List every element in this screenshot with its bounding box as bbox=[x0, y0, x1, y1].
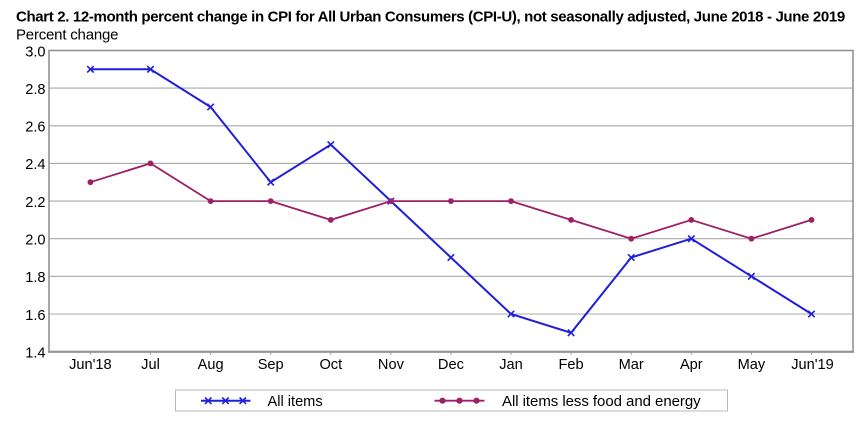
svg-text:2.0: 2.0 bbox=[25, 233, 45, 249]
svg-text:Sep: Sep bbox=[258, 357, 284, 373]
svg-text:1.6: 1.6 bbox=[25, 308, 45, 324]
svg-text:Percent change: Percent change bbox=[16, 27, 118, 44]
svg-text:May: May bbox=[738, 357, 766, 373]
svg-text:Aug: Aug bbox=[198, 357, 224, 373]
svg-text:Apr: Apr bbox=[680, 357, 703, 373]
svg-text:All items less food and energy: All items less food and energy bbox=[502, 393, 701, 410]
svg-text:Oct: Oct bbox=[319, 357, 342, 373]
svg-text:Jun'18: Jun'18 bbox=[69, 357, 112, 373]
svg-text:Jul: Jul bbox=[141, 357, 160, 373]
svg-text:2.2: 2.2 bbox=[25, 195, 45, 211]
svg-text:Dec: Dec bbox=[438, 357, 464, 373]
svg-text:Mar: Mar bbox=[619, 357, 644, 373]
svg-text:2.6: 2.6 bbox=[25, 120, 45, 136]
svg-text:Nov: Nov bbox=[378, 357, 405, 373]
svg-text:Jun'19: Jun'19 bbox=[791, 357, 834, 373]
svg-text:1.4: 1.4 bbox=[25, 345, 45, 361]
svg-text:2.4: 2.4 bbox=[25, 157, 45, 173]
svg-text:Jan: Jan bbox=[499, 357, 523, 373]
svg-text:All items: All items bbox=[268, 394, 323, 410]
svg-text:2.8: 2.8 bbox=[25, 82, 45, 98]
svg-text:1.8: 1.8 bbox=[25, 270, 45, 286]
svg-text:Feb: Feb bbox=[559, 357, 584, 373]
svg-text:Chart 2. 12-month percent chan: Chart 2. 12-month percent change in CPI … bbox=[16, 8, 845, 25]
svg-text:3.0: 3.0 bbox=[25, 44, 45, 60]
